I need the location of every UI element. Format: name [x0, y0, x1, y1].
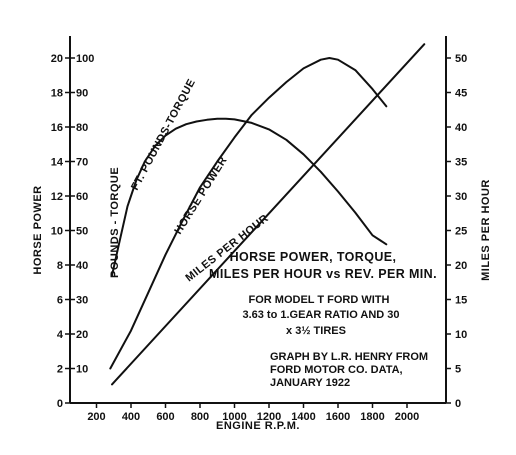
x-tick-label: 1800: [360, 411, 384, 423]
torque-curve: [111, 117, 388, 277]
hp-tick-label: 20: [51, 53, 63, 65]
curve-label-pounds-torque: POUNDS - TORQUE: [109, 167, 121, 278]
mph-tick-label: 45: [455, 88, 467, 100]
mph-tick-label: 35: [455, 157, 467, 169]
hp-tick-label: 6: [57, 295, 63, 307]
x-tick-label: 200: [87, 411, 105, 423]
curve-label-ft-pounds-torque: FT. POUNDS-TORQUE: [129, 77, 198, 192]
torque-tick-label: 10: [76, 364, 88, 376]
mph-tick-label: 30: [455, 191, 467, 203]
x-tick-label: 1400: [291, 411, 315, 423]
torque-tick-label: 50: [76, 226, 88, 238]
mph-tick-label: 20: [455, 260, 467, 272]
mph-tick-label: 5: [455, 364, 461, 376]
tick-layer: 200 400 600 800 1000 1200 1400 1600 1800 20000246…: [51, 53, 468, 423]
torque-tick-label: 100: [76, 53, 94, 65]
credit-line-3: JANUARY 1922: [270, 377, 350, 389]
credit-line-1: GRAPH BY L.R. HENRY FROM: [270, 351, 428, 363]
mph-tick-label: 40: [455, 122, 467, 134]
mph-tick-label: 25: [455, 226, 467, 238]
hp-tick-label: 16: [51, 122, 63, 134]
x-tick-label: 1000: [222, 411, 246, 423]
hp-tick-label: 0: [57, 398, 63, 410]
miles-per-hour-line: [111, 43, 426, 386]
subtitle-line-3: x 3½ TIRES: [286, 325, 346, 337]
torque-tick-label: 80: [76, 122, 88, 134]
mph-tick-label: 50: [455, 53, 467, 65]
hp-tick-label: 14: [51, 157, 64, 169]
horse-power-curve: [109, 57, 388, 370]
hp-tick-label: 18: [51, 88, 63, 100]
torque-tick-label: 90: [76, 88, 88, 100]
x-tick-label: 1600: [326, 411, 350, 423]
mph-tick-label: 0: [455, 398, 461, 410]
x-tick-label: 2000: [395, 411, 419, 423]
mph-tick-label: 15: [455, 295, 467, 307]
x-axis-title: ENGINE R.P.M.: [216, 420, 300, 432]
mph-tick-label: 10: [455, 329, 467, 341]
subtitle-line-1: FOR MODEL T FORD WITH: [249, 294, 390, 306]
hp-tick-label: 4: [57, 329, 64, 341]
right-axis-title: MILES PER HOUR: [480, 179, 492, 281]
chart-title-line-1: HORSE POWER, TORQUE,: [230, 250, 397, 264]
curve-label-horse-power: HORSE POWER: [172, 155, 229, 237]
x-tick-label: 1200: [257, 411, 281, 423]
hp-tick-label: 8: [57, 260, 63, 272]
hp-tick-label: 10: [51, 226, 63, 238]
torque-tick-label: 40: [76, 260, 88, 272]
credit-line-2: FORD MOTOR CO. DATA,: [270, 364, 403, 376]
x-tick-label: 600: [156, 411, 174, 423]
torque-tick-label: 30: [76, 295, 88, 307]
chart-title-line-2: MILES PER HOUR vs REV. PER MIN.: [209, 267, 437, 281]
hp-tick-label: 12: [51, 191, 63, 203]
series-layer: [109, 43, 426, 386]
torque-tick-label: 20: [76, 329, 88, 341]
left-axis-title: HORSE POWER: [32, 185, 44, 274]
torque-tick-label: 60: [76, 191, 88, 203]
subtitle-line-2: 3.63 to 1.GEAR RATIO AND 30: [242, 309, 399, 321]
x-tick-label: 800: [191, 411, 209, 423]
x-tick-label: 400: [122, 411, 140, 423]
torque-tick-label: 70: [76, 157, 88, 169]
hp-tick-label: 2: [57, 364, 63, 376]
